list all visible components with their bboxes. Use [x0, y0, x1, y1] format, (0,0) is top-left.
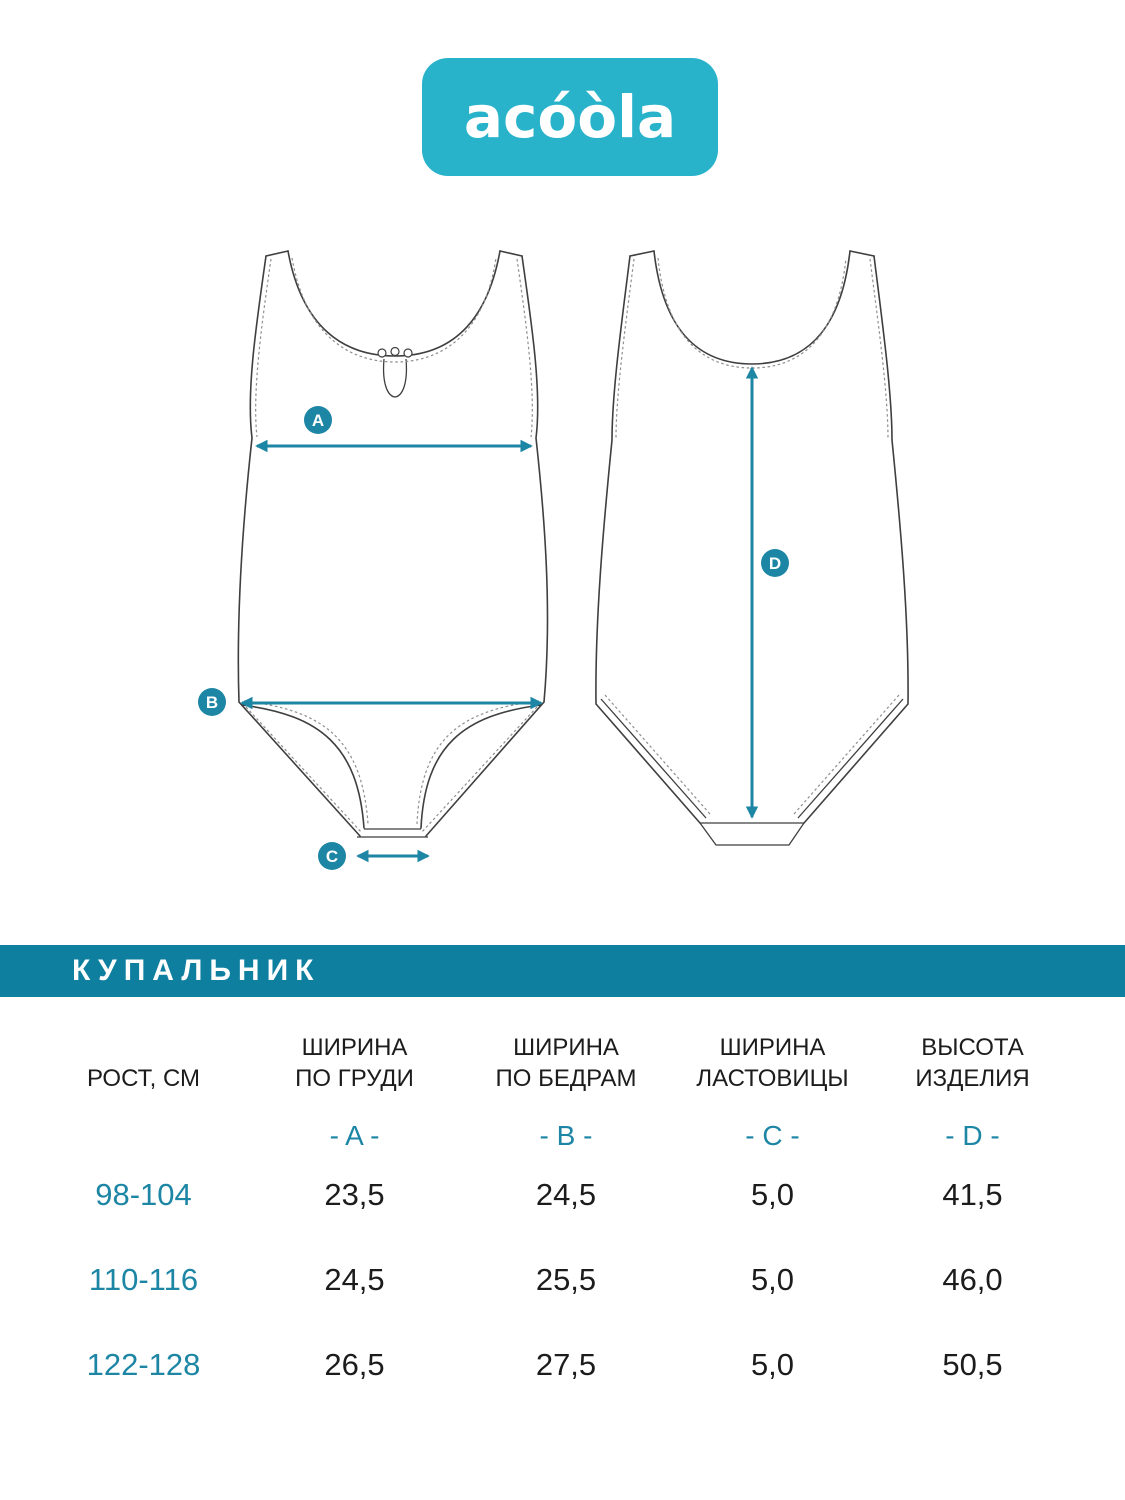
cell-hip-width: 27,5: [535, 1346, 597, 1382]
cell-chest-width: 23,5: [324, 1176, 385, 1212]
letter-c: - C -: [745, 1120, 800, 1152]
cell-gusset-width: 5,0: [750, 1261, 795, 1297]
front-view-drawing: [237, 250, 549, 838]
table-row: 122-128 26,5 27,5 5,0 50,5: [40, 1322, 1125, 1407]
column-header-gusset-width: ШИРИНА ЛАСТОВИЦЫ: [696, 1034, 849, 1092]
letter-a: - A -: [329, 1120, 380, 1152]
cell-gusset-width: 5,0: [750, 1176, 795, 1212]
marker-b-badge: B: [198, 688, 226, 716]
cell-gusset-width: 5,0: [750, 1346, 795, 1382]
column-header-chest-width: ШИРИНА ПО ГРУДИ: [295, 1034, 414, 1092]
column-letter-row: - A - - B - - C - - D -: [40, 1120, 1125, 1152]
back-view-drawing: [595, 250, 909, 846]
svg-text:A: A: [312, 411, 324, 430]
table-row: 110-116 24,5 25,5 5,0 46,0: [40, 1237, 1125, 1322]
row-height-range: 98-104: [95, 1176, 192, 1212]
brand-logo-text: acóòla: [463, 83, 677, 151]
table-title: КУПАЛЬНИК: [72, 954, 321, 987]
letter-spacer: [40, 1120, 247, 1152]
cell-chest-width: 26,5: [324, 1346, 385, 1382]
column-header-height: РОСТ, СМ: [86, 1064, 201, 1092]
svg-text:B: B: [206, 693, 218, 712]
cell-garment-height: 46,0: [942, 1261, 1003, 1297]
marker-d-badge: D: [761, 549, 789, 577]
marker-c-badge: C: [318, 842, 346, 870]
measurement-diagram: A B C D: [198, 250, 909, 870]
cell-chest-width: 24,5: [324, 1261, 385, 1297]
size-table: РОСТ, СМ ШИРИНА ПО ГРУДИ ШИРИНА ПО БЕДРА…: [0, 997, 1125, 1407]
cell-hip-width: 24,5: [535, 1176, 597, 1212]
column-header-garment-height: ВЫСОТА ИЗДЕЛИЯ: [915, 1034, 1030, 1092]
svg-text:D: D: [769, 554, 781, 573]
dimension-arrows: [240, 366, 759, 863]
letter-b: - B -: [539, 1120, 593, 1152]
cell-hip-width: 25,5: [535, 1261, 597, 1297]
column-header-hip-width: ШИРИНА ПО БЕДРАМ: [495, 1034, 637, 1092]
cell-garment-height: 41,5: [942, 1176, 1003, 1212]
row-height-range: 122-128: [86, 1346, 201, 1382]
svg-text:C: C: [326, 847, 338, 866]
table-header-row: РОСТ, СМ ШИРИНА ПО ГРУДИ ШИРИНА ПО БЕДРА…: [40, 1033, 1125, 1094]
brand-logo: acóòla: [422, 58, 718, 176]
letter-d: - D -: [945, 1120, 1000, 1152]
row-height-range: 110-116: [88, 1261, 199, 1297]
cell-garment-height: 50,5: [942, 1346, 1003, 1382]
table-row: 98-104 23,5 24,5 5,0 41,5: [40, 1152, 1125, 1237]
table-title-band: КУПАЛЬНИК: [0, 945, 1125, 997]
marker-a-badge: A: [304, 406, 332, 434]
